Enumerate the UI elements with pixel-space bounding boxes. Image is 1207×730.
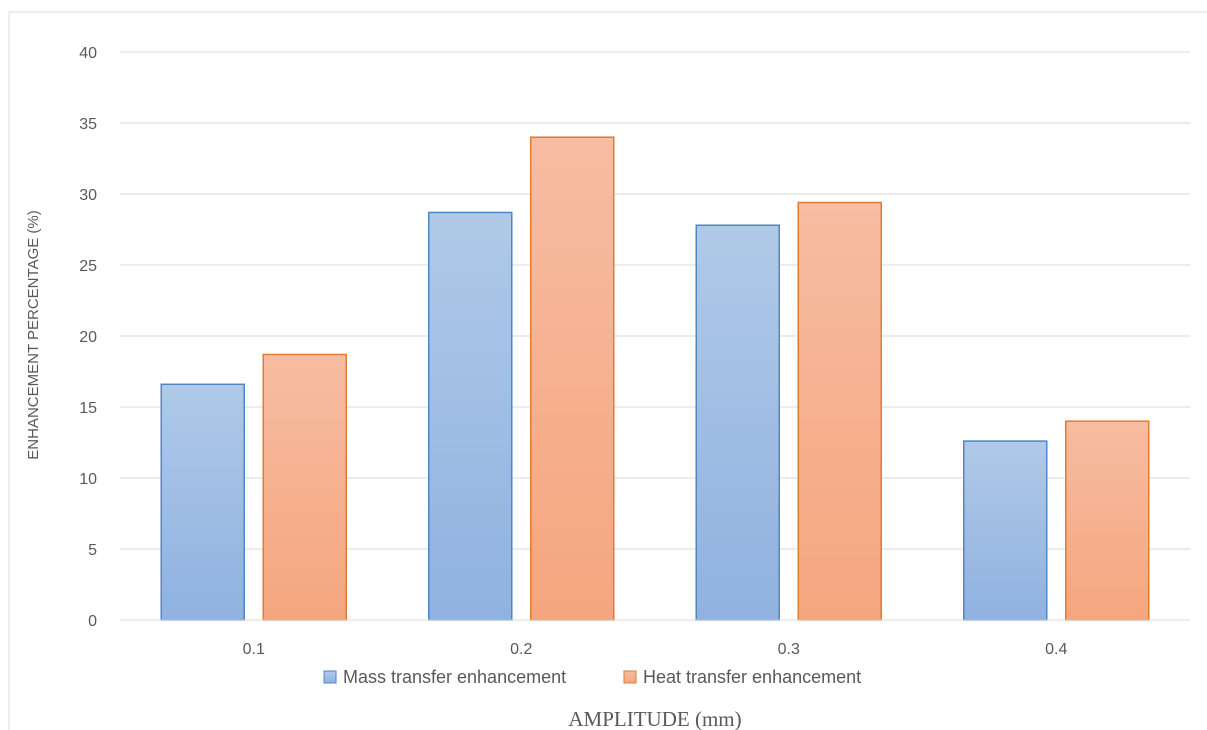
bar-mass-0.2 — [428, 211, 513, 621]
y-tick-label: 0 — [88, 613, 97, 630]
bar-mass-0.3 — [695, 224, 780, 621]
x-axis-label: AMPLITUDE (mm) — [568, 707, 741, 730]
x-tick-label: 0.3 — [778, 641, 800, 658]
y-tick-label: 30 — [79, 187, 97, 204]
bar-heat-0.2 — [530, 136, 615, 621]
x-tick-label: 0.1 — [243, 641, 265, 658]
y-tick-label: 20 — [79, 329, 97, 346]
y-tick-label: 25 — [79, 258, 97, 275]
x-axis-ticks: 0.1 0.2 0.3 0.4 — [243, 641, 1068, 658]
y-axis-label: ENHANCEMENT PERCENTAGE (%) — [25, 210, 42, 459]
bar-heat-0.4 — [1065, 420, 1150, 621]
y-tick-label: 10 — [79, 471, 97, 488]
y-tick-label: 15 — [79, 400, 97, 417]
y-tick-label: 5 — [88, 542, 97, 559]
y-tick-label: 40 — [79, 45, 97, 62]
bar-heat-0.3 — [797, 201, 882, 621]
bar-mass-0.1 — [160, 383, 245, 621]
x-tick-label: 0.4 — [1045, 641, 1067, 658]
legend-label: Heat transfer enhancement — [643, 667, 861, 687]
bar-mass-0.4 — [963, 440, 1048, 621]
bar-heat-0.1 — [262, 353, 347, 621]
bars — [160, 136, 1150, 621]
legend-label: Mass transfer enhancement — [343, 667, 566, 687]
legend-swatch — [623, 670, 637, 684]
legend-swatch — [323, 670, 337, 684]
y-tick-label: 35 — [79, 116, 97, 133]
y-axis-ticks: 0 5 10 15 20 25 30 35 40 — [79, 45, 97, 630]
legend: Mass transfer enhancement Heat transfer e… — [323, 667, 861, 687]
x-tick-label: 0.2 — [510, 641, 532, 658]
